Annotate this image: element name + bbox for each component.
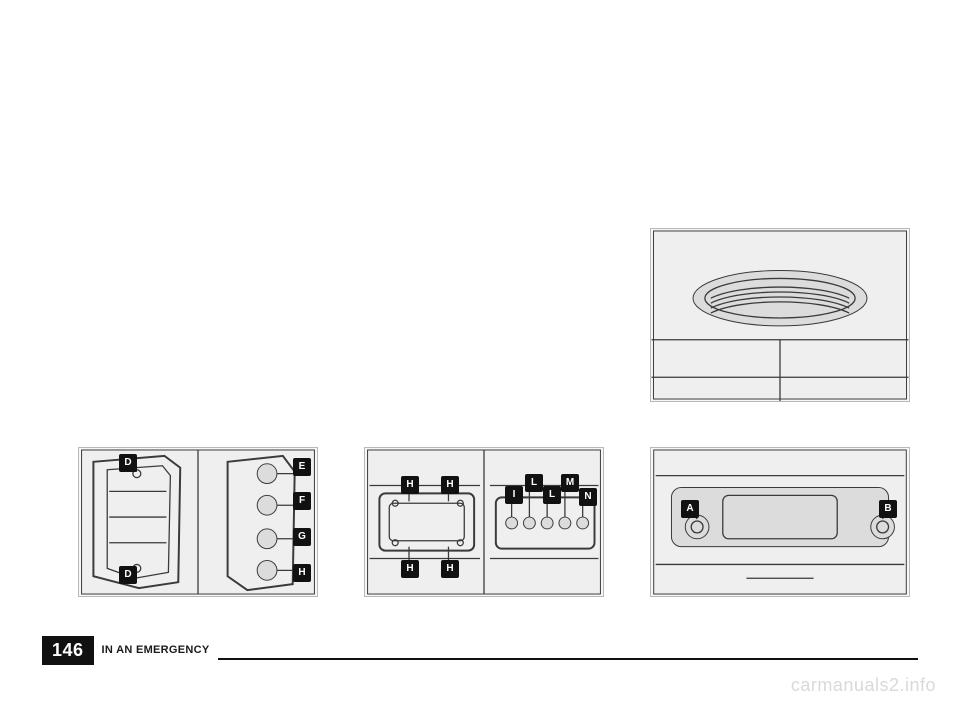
illustration-plate-light <box>651 448 909 596</box>
callout-label: L <box>525 474 543 492</box>
callout-label: A <box>681 500 699 518</box>
callout-label: D <box>119 566 137 584</box>
callout-label: D <box>119 454 137 472</box>
callout-label: N <box>579 488 597 506</box>
callout-label: H <box>401 476 419 494</box>
page: D D E F G H <box>0 0 960 702</box>
callout-label: I <box>505 486 523 504</box>
callout-label: E <box>293 458 311 476</box>
page-footer: 146 IN AN EMERGENCY <box>42 632 918 668</box>
callout-label: M <box>561 474 579 492</box>
callout-label: H <box>441 476 459 494</box>
callout-label: L <box>543 486 561 504</box>
callout-label: H <box>401 560 419 578</box>
figure-plate-light: A B <box>650 447 910 597</box>
page-number: 146 <box>42 636 94 665</box>
figure-third-stop-light <box>650 228 910 402</box>
watermark-text: carmanuals2.info <box>791 675 936 696</box>
callout-label: H <box>441 560 459 578</box>
figure-rear-cluster: D D E F G H <box>78 447 318 597</box>
callout-label: F <box>293 492 311 510</box>
illustration-stop-light <box>651 229 909 401</box>
callout-label: G <box>293 528 311 546</box>
illustration-rear-cluster <box>79 448 317 596</box>
section-label: IN AN EMERGENCY <box>102 644 210 656</box>
figure-tailgate-lamp: H H H H I L L M N <box>364 447 604 597</box>
callout-label: B <box>879 500 897 518</box>
callout-label: H <box>293 564 311 582</box>
